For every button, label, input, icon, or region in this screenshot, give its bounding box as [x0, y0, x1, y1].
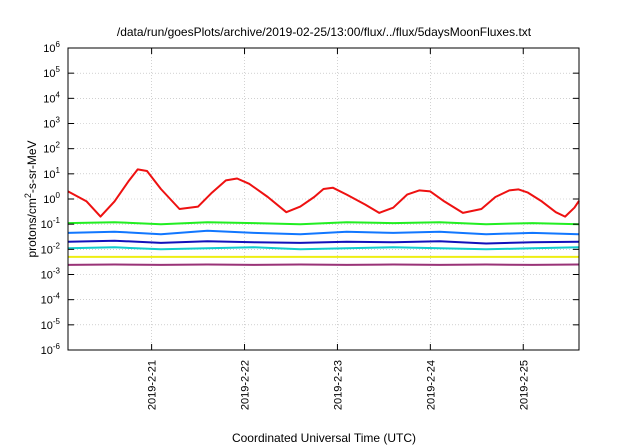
x-tick-label: 2019-2-25 [518, 360, 530, 410]
y-tick-label: 10-1 [41, 216, 61, 231]
x-tick-label: 2019-2-23 [332, 360, 344, 410]
chart-title: /data/run/goesPlots/archive/2019-02-25/1… [117, 25, 532, 39]
y-tick-label: 105 [43, 65, 60, 80]
y-axis-label: protons/cm2-s-sr-MeV [23, 140, 39, 257]
x-tick-label: 2019-2-22 [240, 360, 252, 410]
y-tick-label: 10-4 [41, 292, 61, 307]
y-tick-label: 104 [43, 90, 60, 105]
y-tick-label: 10-3 [41, 267, 61, 282]
y-tick-label: 103 [43, 116, 60, 131]
series-line-4 [67, 239, 580, 245]
axis-ticks: 106 105 104 103 102 101 100 10-1 10-2 10-3 10-4 10-… [41, 40, 579, 410]
series-line-5 [67, 246, 580, 251]
x-tick-label: 2019-2-24 [425, 360, 437, 410]
x-axis-label: Coordinated Universal Time (UTC) [232, 431, 416, 445]
y-tick-label: 106 [43, 40, 60, 55]
y-tick-label: 101 [43, 166, 60, 181]
y-tick-label: 10-6 [41, 342, 61, 357]
y-tick-label: 102 [43, 141, 60, 156]
series-line-1 [67, 168, 580, 218]
y-tick-label: 10-5 [41, 317, 61, 332]
y-tick-label: 100 [43, 191, 60, 206]
series-line-2 [67, 221, 580, 226]
series-group [67, 168, 580, 266]
series-line-3 [67, 229, 580, 236]
grid [68, 47, 579, 351]
y-tick-label: 10-2 [41, 241, 61, 256]
x-tick-label: 2019-2-21 [147, 360, 159, 410]
